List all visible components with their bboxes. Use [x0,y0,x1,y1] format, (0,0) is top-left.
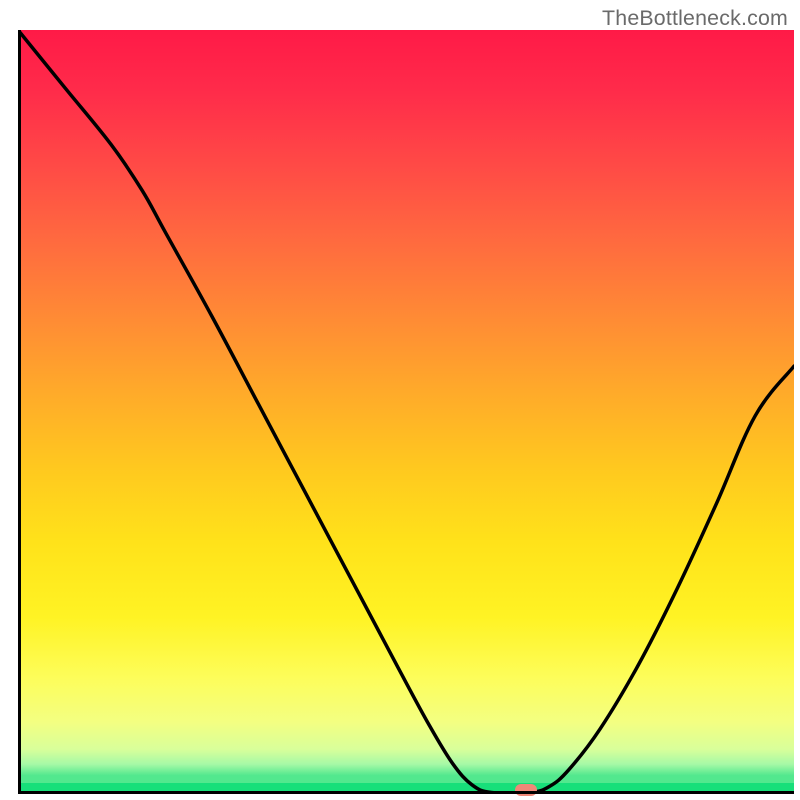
plot-area [18,30,794,794]
gradient-bottom-stripe [18,783,794,794]
chart-container: TheBottleneck.com [0,0,800,800]
watermark-label: TheBottleneck.com [602,6,788,31]
bottleneck-marker [515,784,537,796]
gradient-background [18,30,794,783]
